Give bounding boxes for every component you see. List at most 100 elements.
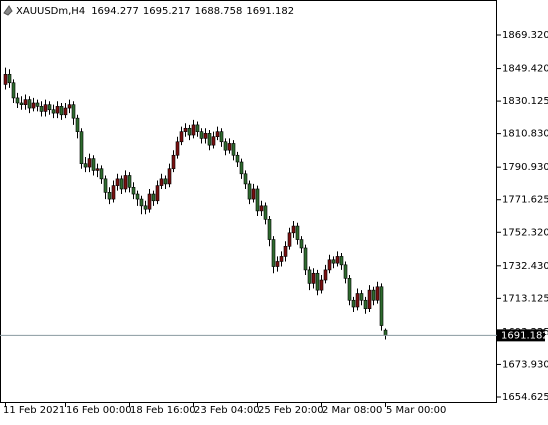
- candle-body: [299, 239, 304, 249]
- candle-body: [83, 163, 88, 168]
- candle-body: [307, 269, 312, 284]
- candle-body: [23, 99, 28, 105]
- candle-body: [199, 131, 204, 139]
- candle-body: [235, 154, 240, 163]
- price-label: 1691.182: [501, 330, 548, 341]
- symbol-icon: [3, 5, 13, 16]
- candle-body: [107, 192, 112, 200]
- candle-body: [151, 193, 156, 202]
- y-tick-label: 1752.320: [502, 227, 548, 238]
- candle-body: [203, 133, 208, 139]
- candle-body: [51, 109, 56, 114]
- candle-body: [55, 106, 60, 114]
- x-tick-label: 25 Feb 20:00: [258, 405, 324, 416]
- candle-body: [243, 173, 248, 185]
- candle-body: [319, 279, 324, 291]
- candle-body: [7, 74, 12, 84]
- candle-body: [355, 293, 360, 308]
- candle-body: [231, 143, 236, 156]
- candle-body: [19, 102, 24, 105]
- y-tick-label: 1673.930: [502, 359, 548, 370]
- candle-body: [111, 185, 116, 200]
- candle-body: [11, 82, 16, 99]
- y-tick-label: 1771.625: [502, 195, 548, 206]
- candle-body: [103, 178, 108, 193]
- candle-body: [167, 168, 172, 185]
- candle-body: [275, 261, 280, 267]
- y-tick-label: 1713.125: [502, 293, 548, 304]
- candle-body: [323, 269, 328, 281]
- candle-body: [131, 186, 136, 195]
- candle-body: [163, 178, 168, 185]
- x-tick-label: 11 Feb 2021: [3, 405, 65, 416]
- x-tick-label: 5 Mar 00:00: [386, 405, 446, 416]
- candle-body: [183, 127, 188, 132]
- candle-body: [223, 141, 228, 151]
- candle-body: [91, 158, 96, 171]
- candle-body: [335, 256, 340, 264]
- candle-body: [43, 104, 48, 112]
- candle-body: [283, 246, 288, 257]
- x-tick-label: 16 Feb 00:00: [66, 405, 132, 416]
- candle-body: [371, 289, 376, 301]
- candle-body: [239, 161, 244, 175]
- candle-body: [375, 286, 380, 301]
- candle-body: [143, 205, 148, 210]
- candle-body: [59, 106, 64, 116]
- candle-body: [247, 183, 252, 200]
- chart-header: XAUUSDm,H4 1694.277 1695.217 1688.758 1691.1…: [16, 6, 294, 17]
- y-tick-label: 1790.930: [502, 162, 548, 173]
- last-high: 1695.217: [143, 6, 191, 17]
- candle-body: [3, 74, 8, 85]
- candle-body: [255, 188, 260, 212]
- candle-body: [291, 225, 296, 234]
- candle-body: [87, 158, 92, 168]
- candle-body: [67, 104, 72, 109]
- candle-body: [99, 168, 104, 180]
- candle-body: [63, 107, 68, 116]
- candle-body: [215, 131, 220, 138]
- candle-body: [347, 278, 352, 301]
- y-tick-label: 1849.420: [502, 64, 548, 75]
- candle-body: [155, 185, 160, 202]
- candle-body: [339, 256, 344, 266]
- candle-body: [251, 188, 256, 200]
- candle-body: [295, 225, 300, 240]
- candle-body: [359, 293, 364, 301]
- candle-body: [315, 272, 320, 291]
- candle-body: [31, 102, 36, 109]
- candle-body: [207, 133, 212, 146]
- price-label-bg: [497, 329, 545, 342]
- candle-body: [175, 141, 180, 156]
- candle-body: [123, 175, 128, 190]
- candle-body: [311, 272, 316, 284]
- candle-body: [135, 193, 140, 200]
- candle-body: [39, 106, 44, 112]
- candle-body: [179, 131, 184, 143]
- candle-body: [363, 299, 368, 309]
- candle-body: [227, 143, 232, 151]
- candle-body: [343, 264, 348, 279]
- y-tick-label: 1869.320: [502, 30, 548, 41]
- last-open: 1694.277: [91, 6, 139, 17]
- candle-body: [259, 205, 264, 212]
- candle-body: [15, 97, 20, 104]
- candle-body: [171, 154, 176, 170]
- plot-frame: [0, 0, 497, 403]
- candle-body: [279, 256, 284, 262]
- candle-body: [211, 136, 216, 146]
- last-low: 1688.758: [195, 6, 243, 17]
- candle-body: [383, 329, 388, 336]
- candle-body: [139, 198, 144, 207]
- y-tick-label: 1654.625: [502, 392, 548, 403]
- candle-body: [119, 178, 124, 190]
- candle-body: [159, 178, 164, 186]
- candle-body: [35, 102, 40, 107]
- candle-body: [195, 124, 200, 132]
- candle-body: [287, 232, 292, 247]
- candle-body: [47, 104, 52, 111]
- candle-body: [271, 239, 276, 267]
- candle-body: [187, 127, 192, 136]
- candle-body: [267, 219, 272, 240]
